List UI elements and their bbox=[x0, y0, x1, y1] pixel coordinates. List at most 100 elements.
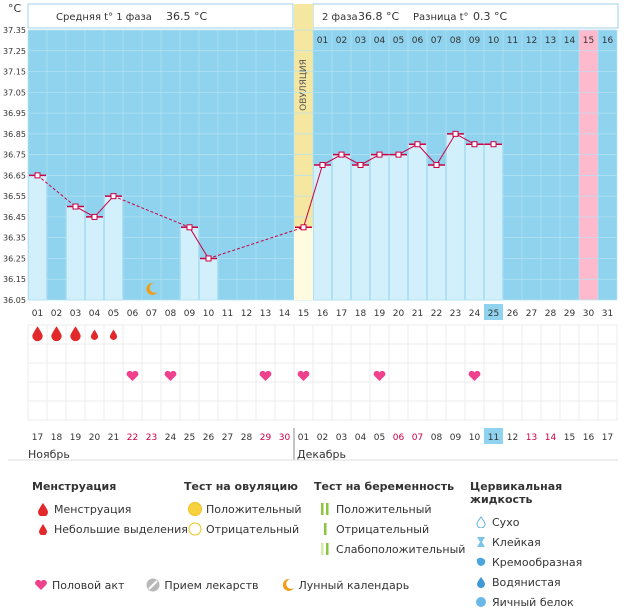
calendar-date: 07 bbox=[412, 433, 423, 443]
calendar-date: 06 bbox=[393, 433, 405, 443]
y-tick-label: 36.25 bbox=[3, 254, 26, 263]
moon-icon bbox=[146, 282, 158, 295]
calendar-date: 04 bbox=[355, 433, 367, 443]
legend-cervical-dry: Сухо bbox=[492, 515, 520, 529]
legend-menstruation-item: Менструация bbox=[54, 502, 132, 516]
legend-bottom: Половой акт Прием лекарств Лунный календ… bbox=[0, 578, 427, 592]
legend-cervical-creamy: Кремообразная bbox=[492, 555, 583, 569]
y-tick-label: 36.45 bbox=[3, 213, 26, 222]
phase2-day-label: 02 bbox=[336, 36, 347, 46]
phase2-day-label: 11 bbox=[507, 36, 518, 46]
temperature-point bbox=[205, 255, 212, 262]
x-tick-label: 04 bbox=[89, 309, 101, 319]
temperature-point bbox=[395, 151, 402, 158]
phase1-box bbox=[27, 3, 294, 29]
temperature-line bbox=[360, 154, 380, 166]
y-tick-label: 36.75 bbox=[3, 151, 26, 160]
temperature-bar bbox=[446, 133, 465, 301]
y-tick-label: 36.55 bbox=[3, 192, 26, 201]
x-tick-label: 23 bbox=[450, 309, 461, 319]
temperature-point bbox=[471, 141, 478, 148]
calendar-date: 15 bbox=[564, 433, 575, 443]
calendar-date: 08 bbox=[431, 433, 443, 443]
temperature-line bbox=[398, 143, 418, 156]
calendar-date: 20 bbox=[89, 433, 101, 443]
phase1-label: Средняя t° 1 фаза bbox=[56, 12, 152, 23]
x-tick-label: 12 bbox=[241, 309, 252, 319]
watery-icon bbox=[470, 576, 492, 588]
temperature-point bbox=[91, 213, 98, 220]
x-tick-label: 31 bbox=[602, 309, 613, 319]
temperature-bar bbox=[408, 143, 427, 301]
temperature-point bbox=[452, 130, 459, 137]
positive-ovulation-icon bbox=[184, 502, 206, 516]
phase2-day-label: 16 bbox=[602, 36, 614, 46]
moon-icon bbox=[277, 578, 299, 592]
temperature-point bbox=[34, 172, 41, 179]
temperature-bar bbox=[66, 206, 85, 301]
temperature-line bbox=[436, 133, 456, 166]
dry-icon bbox=[470, 516, 492, 528]
calendar-date: 22 bbox=[127, 433, 138, 443]
phase1-value: 36.5 °C bbox=[166, 10, 207, 23]
x-tick-label: 11 bbox=[222, 309, 233, 319]
legend-cervical-title: Цервикальная жидкость bbox=[470, 480, 563, 506]
temperature-line bbox=[94, 195, 114, 218]
x-tick-label: 16 bbox=[317, 309, 329, 319]
phase2-day-label: 12 bbox=[526, 36, 537, 46]
x-tick-label: 07 bbox=[146, 309, 157, 319]
temperature-line bbox=[75, 206, 95, 218]
legend-cervical-sticky: Клейкая bbox=[492, 535, 541, 549]
x-tick-label: 25 bbox=[488, 309, 499, 319]
y-tick-label: 36.15 bbox=[3, 275, 26, 284]
x-tick-label: 21 bbox=[412, 309, 423, 319]
calendar-date: 12 bbox=[507, 433, 518, 443]
phase2-box bbox=[312, 3, 619, 29]
positive-pregnancy-icon bbox=[314, 502, 336, 516]
x-tick-label: 01 bbox=[32, 309, 43, 319]
heart-icon bbox=[468, 370, 481, 381]
x-tick-label: 26 bbox=[507, 309, 519, 319]
month-2-label: Декабрь bbox=[297, 448, 346, 461]
calendar-date: 30 bbox=[279, 433, 291, 443]
phase2-day-label: 07 bbox=[431, 36, 442, 46]
highlight-column bbox=[579, 30, 598, 300]
temperature-line bbox=[303, 164, 323, 228]
legend-intercourse: Половой акт bbox=[52, 578, 125, 592]
bbt-chart: °C Средняя t° 1 фаза 36.5 °C 2 фаза 36.8… bbox=[3, 2, 619, 461]
temperature-bar bbox=[85, 216, 104, 301]
calendar-date: 14 bbox=[545, 433, 557, 443]
calendar-date: 26 bbox=[203, 433, 215, 443]
x-tick-label: 13 bbox=[260, 309, 271, 319]
phase2-day-label: 08 bbox=[450, 36, 462, 46]
temperature-bar bbox=[199, 258, 218, 301]
menstruation-drop-icon bbox=[51, 326, 62, 342]
sticky-icon bbox=[470, 536, 492, 548]
heart-icon bbox=[297, 370, 310, 381]
x-tick-label: 06 bbox=[127, 309, 139, 319]
legend-ovulation-positive: Положительный bbox=[206, 502, 302, 516]
temperature-line bbox=[455, 133, 475, 145]
weak-pregnancy-icon bbox=[314, 542, 336, 556]
heart-icon bbox=[164, 370, 177, 381]
x-tick-label: 24 bbox=[469, 309, 481, 319]
x-tick-label: 14 bbox=[279, 309, 291, 319]
x-tick-label: 15 bbox=[298, 309, 309, 319]
legend-menstruation-title: Менструация bbox=[32, 480, 117, 493]
x-tick-label: 19 bbox=[374, 309, 386, 319]
x-tick-label: 09 bbox=[184, 309, 196, 319]
temperature-point bbox=[72, 203, 79, 210]
legend-pregnancy-test: Тест на беременность Положительный Отриц… bbox=[314, 480, 465, 559]
temperature-point bbox=[376, 151, 383, 158]
temperature-line bbox=[113, 195, 190, 228]
drop-icon bbox=[32, 502, 54, 516]
temperature-point bbox=[490, 141, 497, 148]
temperature-bar bbox=[389, 154, 408, 301]
phase2-day-label: 09 bbox=[469, 36, 481, 46]
phase2-label: 2 фаза bbox=[322, 12, 358, 23]
calendar-date: 19 bbox=[70, 433, 82, 443]
y-unit-label: °C bbox=[8, 2, 22, 15]
temperature-line bbox=[208, 226, 304, 259]
temperature-point bbox=[433, 162, 440, 168]
temperature-line bbox=[341, 154, 361, 166]
